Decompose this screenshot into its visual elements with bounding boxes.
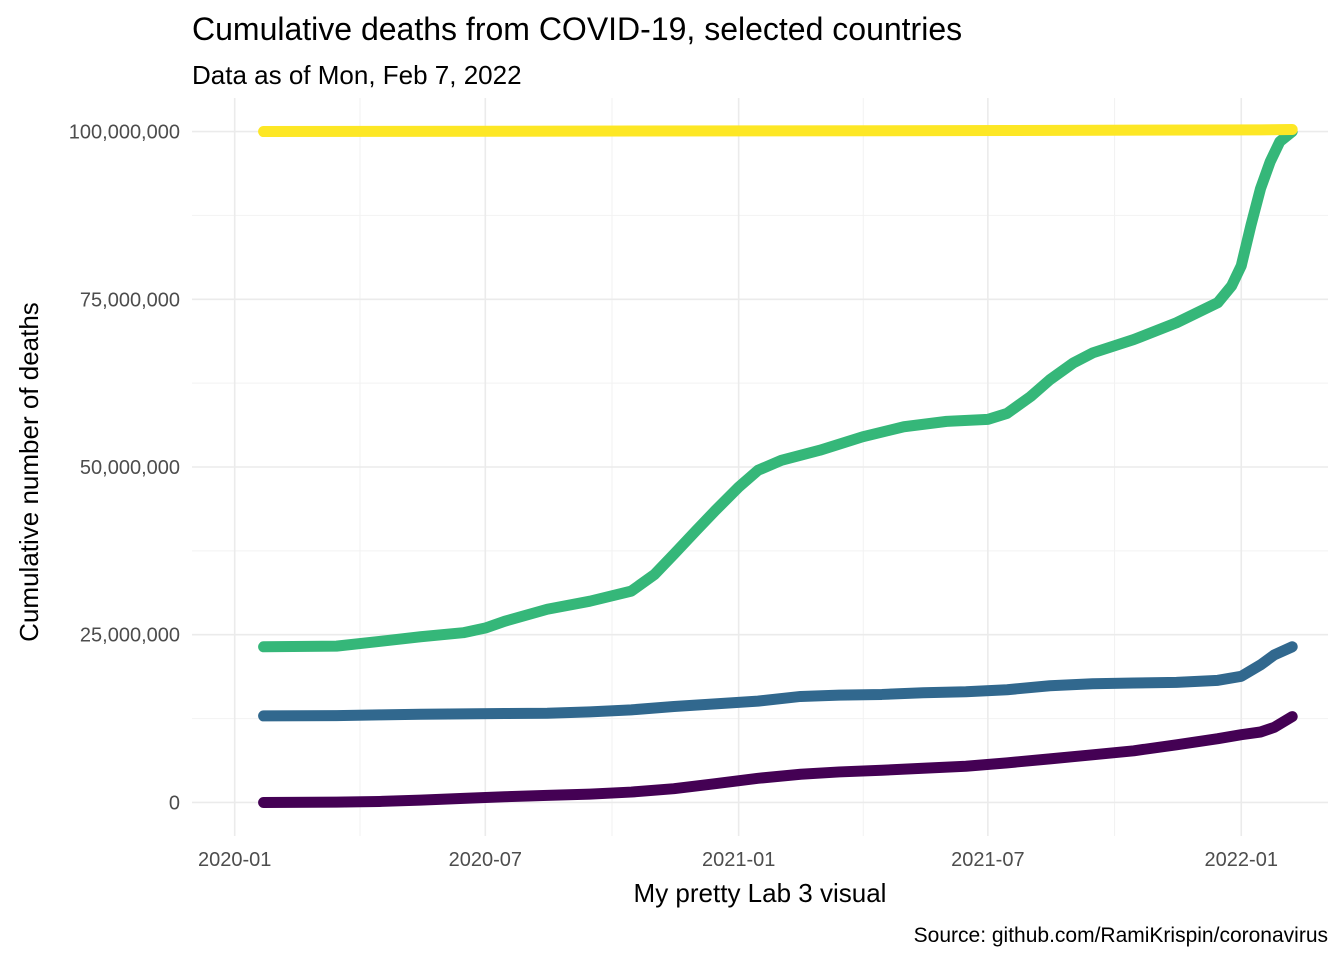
chart-title: Cumulative deaths from COVID-19, selecte…	[192, 11, 962, 47]
x-tick-label: 2022-01	[1205, 849, 1278, 871]
x-tick-label: 2021-01	[702, 849, 775, 871]
series-line-1	[258, 711, 1298, 808]
series-lines	[258, 124, 1298, 808]
y-axis-tick-labels: 0 25,000,000 50,000,000 75,000,000 100,000,0…	[69, 122, 180, 815]
source-caption: Source: github.com/RamiKrispin/coronavir…	[914, 924, 1328, 947]
series-line-4	[258, 124, 1298, 138]
y-tick-label: 25,000,000	[80, 625, 180, 647]
chart-subtitle: Data as of Mon, Feb 7, 2022	[192, 60, 522, 90]
x-tick-label: 2020-01	[198, 849, 271, 871]
y-tick-label: 50,000,000	[80, 457, 180, 479]
x-axis-tick-labels: 2020-01 2020-07 2021-01 2021-07 2022-01	[198, 849, 1278, 871]
x-axis-title: My pretty Lab 3 visual	[634, 878, 887, 908]
series-line-3	[258, 126, 1298, 653]
y-tick-label: 0	[169, 792, 180, 814]
y-tick-label: 100,000,000	[69, 122, 180, 144]
y-axis-title: Cumulative number of deaths	[14, 302, 44, 642]
x-tick-label: 2021-07	[951, 849, 1024, 871]
y-tick-label: 75,000,000	[80, 289, 180, 311]
x-tick-label: 2020-07	[449, 849, 522, 871]
series-line-2	[258, 641, 1298, 722]
